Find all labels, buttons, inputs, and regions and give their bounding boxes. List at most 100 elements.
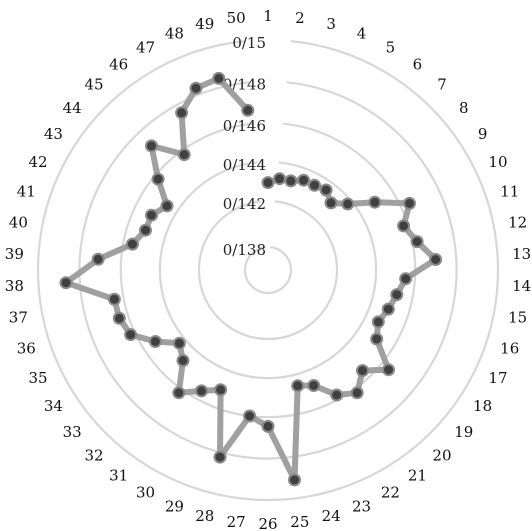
category-label: 29 [165, 497, 184, 515]
data-point [370, 332, 384, 346]
data-point [403, 196, 416, 210]
category-label: 17 [488, 369, 507, 387]
category-label: 6 [413, 55, 423, 73]
category-labels: 1 2 34567891011121314151617181920212223242… [5, 7, 531, 531]
data-point [356, 364, 369, 378]
category-label: 12 [508, 213, 527, 231]
data-point [125, 237, 139, 251]
ring-label: 0/138 [223, 241, 266, 259]
data-point [371, 315, 385, 329]
data-point [176, 354, 190, 367]
category-label: 24 [322, 507, 341, 525]
category-label: 31 [109, 467, 128, 485]
category-label: 2 [295, 9, 305, 27]
grid-ring-6 [36, 40, 500, 502]
category-label: 38 [5, 277, 24, 295]
data-point [397, 219, 411, 233]
category-label: 9 [478, 125, 488, 143]
data-point [382, 363, 395, 377]
data-point [241, 103, 255, 117]
category-label: 26 [258, 515, 277, 531]
data-point [324, 196, 338, 210]
data-point [151, 172, 165, 186]
grid-ring-5 [78, 81, 458, 460]
category-label: 49 [195, 15, 214, 33]
data-point [410, 235, 424, 249]
data-point [59, 276, 73, 290]
data-point [308, 178, 321, 192]
data-point [145, 139, 158, 153]
data-point [189, 81, 203, 95]
ring-label: 0/15 [232, 34, 266, 52]
category-label: 48 [165, 25, 184, 43]
data-point [91, 252, 105, 266]
data-point [177, 148, 191, 162]
data-point [212, 71, 226, 85]
category-label: 14 [512, 277, 531, 295]
data-point [243, 409, 257, 423]
category-label: 42 [28, 153, 47, 171]
data-point [124, 328, 138, 342]
category-label: 46 [109, 55, 128, 73]
grid-rings [36, 40, 500, 502]
data-point [148, 335, 162, 348]
data-point [175, 106, 189, 120]
data-point [368, 195, 382, 209]
category-label: 20 [432, 446, 451, 464]
data-point [390, 288, 404, 302]
data-point [261, 419, 275, 433]
category-label: 25 [290, 513, 309, 531]
category-label: 44 [63, 99, 82, 117]
data-point [261, 176, 275, 190]
category-label: 11 [500, 182, 519, 200]
data-point [112, 311, 126, 325]
grid-ring-2 [197, 200, 339, 341]
category-label: 35 [28, 369, 47, 387]
category-label: 33 [63, 423, 82, 441]
category-label: 3 [326, 15, 336, 33]
category-label: 30 [136, 484, 155, 502]
data-point [107, 292, 121, 306]
data-point [350, 386, 364, 400]
category-label: 34 [44, 397, 63, 415]
ring-label: 0/144 [223, 156, 266, 174]
category-label: 32 [84, 446, 103, 464]
category-label: 18 [473, 397, 492, 415]
data-point [213, 450, 227, 464]
ring-label: 0/146 [223, 117, 266, 135]
ring-labels: 0/138 0/142 0/144 0/146 0/148 0/15 [223, 34, 266, 259]
data-point [195, 384, 208, 398]
data-point [172, 336, 186, 350]
data-point [291, 379, 305, 393]
category-label: 21 [408, 467, 427, 485]
data-point [139, 223, 152, 237]
series-group [59, 71, 443, 487]
category-label: 40 [9, 213, 28, 231]
grid-ring-1 [243, 246, 293, 295]
category-label: 50 [227, 9, 246, 27]
data-point [172, 386, 186, 400]
data-point [284, 174, 298, 188]
category-label: 43 [44, 125, 63, 143]
category-label: 41 [17, 182, 36, 200]
data-point [330, 388, 344, 402]
data-point [399, 272, 413, 286]
category-label: 27 [227, 513, 246, 531]
category-label: 28 [195, 507, 214, 525]
data-point [288, 473, 301, 487]
data-point [341, 197, 355, 211]
data-point [319, 183, 333, 197]
category-label: 7 [437, 76, 447, 94]
data-point [307, 379, 321, 392]
category-label: 1 [263, 7, 273, 25]
category-label: 4 [357, 25, 367, 43]
grid-ring-3 [158, 161, 378, 380]
ring-label: 0/148 [223, 75, 266, 93]
category-label: 36 [17, 340, 36, 358]
data-point [273, 172, 286, 186]
data-point [297, 173, 311, 187]
category-label: 19 [454, 423, 473, 441]
grid-ring-4 [119, 122, 417, 419]
category-label: 22 [381, 484, 400, 502]
